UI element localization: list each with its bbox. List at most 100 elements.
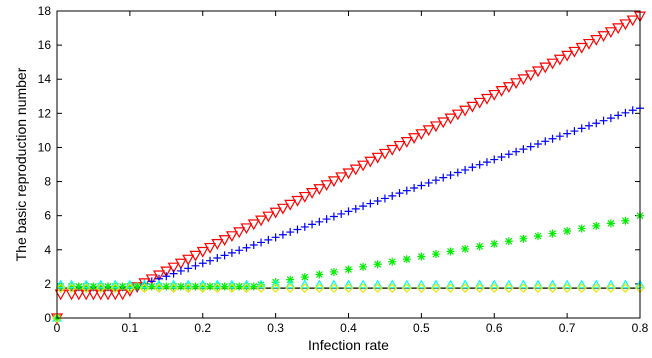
data-point xyxy=(300,222,309,231)
data-point xyxy=(343,283,354,294)
data-point xyxy=(591,283,602,294)
data-point xyxy=(417,252,426,261)
data-point xyxy=(402,255,411,264)
data-point xyxy=(532,279,544,289)
data-point xyxy=(410,184,419,193)
data-point xyxy=(271,278,280,287)
data-point xyxy=(96,282,105,291)
data-point xyxy=(620,283,631,294)
data-point xyxy=(497,152,506,161)
data-point xyxy=(256,283,266,294)
data-point xyxy=(621,216,630,225)
data-point xyxy=(626,15,639,27)
data-point xyxy=(510,78,523,90)
data-point xyxy=(56,282,65,291)
data-point xyxy=(430,279,441,289)
data-point xyxy=(489,283,500,294)
y-tick-label: 2 xyxy=(44,277,51,291)
data-point xyxy=(110,279,121,289)
data-point xyxy=(400,137,413,148)
data-point xyxy=(183,283,194,294)
data-point xyxy=(241,283,252,294)
data-point xyxy=(160,266,173,278)
data-point xyxy=(66,283,77,294)
data-point xyxy=(590,35,603,46)
series-4 xyxy=(51,279,646,322)
data-point xyxy=(291,195,304,207)
data-point xyxy=(174,258,187,270)
x-tick-label: 0.8 xyxy=(632,321,649,335)
data-point xyxy=(555,132,564,141)
data-point xyxy=(548,229,557,238)
data-point xyxy=(504,237,513,246)
data-point xyxy=(576,283,587,294)
x-tick-label: 0.7 xyxy=(559,321,576,335)
data-point xyxy=(198,282,207,291)
data-point xyxy=(257,238,266,247)
data-point xyxy=(388,191,397,200)
data-point xyxy=(247,219,260,231)
data-point xyxy=(218,235,231,246)
x-tick-label: 0 xyxy=(54,321,61,335)
data-point xyxy=(357,160,370,172)
data-point xyxy=(453,168,462,177)
data-point xyxy=(226,279,237,289)
data-point xyxy=(255,215,268,227)
data-point xyxy=(306,188,319,199)
data-point xyxy=(416,283,427,294)
data-point xyxy=(220,251,229,260)
data-point xyxy=(459,105,472,117)
x-tick-label: 0.2 xyxy=(194,321,211,335)
y-tick-label: 12 xyxy=(38,106,52,120)
data-point xyxy=(242,243,251,252)
data-point xyxy=(474,279,485,289)
data-point xyxy=(315,217,324,226)
data-point xyxy=(52,313,62,323)
data-point xyxy=(184,264,193,273)
data-point xyxy=(270,283,281,294)
data-point xyxy=(329,267,338,276)
data-point xyxy=(488,89,501,101)
data-point xyxy=(533,140,542,149)
data-point xyxy=(547,279,558,289)
data-point xyxy=(372,283,383,294)
data-point xyxy=(220,282,229,291)
y-tick-label: 8 xyxy=(44,175,51,189)
data-point xyxy=(592,221,601,230)
data-point xyxy=(562,283,572,294)
data-point xyxy=(612,23,625,35)
x-tick-label: 0.4 xyxy=(340,321,357,335)
y-tick-label: 4 xyxy=(44,243,51,257)
data-point xyxy=(533,283,543,294)
data-point xyxy=(517,74,530,86)
data-point xyxy=(395,189,404,198)
data-point xyxy=(460,283,470,294)
data-point xyxy=(322,215,331,224)
y-tick-label: 0 xyxy=(44,311,51,325)
series-3 xyxy=(53,211,644,322)
data-point xyxy=(372,279,383,289)
data-point xyxy=(570,127,579,136)
data-point xyxy=(299,283,310,294)
data-point xyxy=(605,279,616,289)
data-point xyxy=(546,58,559,70)
data-point xyxy=(212,279,223,289)
data-point xyxy=(153,270,166,282)
data-point xyxy=(482,158,491,167)
data-point xyxy=(503,283,514,294)
data-point xyxy=(503,279,514,289)
data-point xyxy=(314,283,325,294)
data-point xyxy=(474,283,485,294)
data-point xyxy=(526,142,535,151)
data-point xyxy=(299,279,310,289)
data-point xyxy=(460,279,471,289)
data-point xyxy=(393,140,406,152)
data-point xyxy=(387,283,398,294)
data-point xyxy=(584,121,593,130)
data-point xyxy=(313,184,326,195)
data-point xyxy=(167,262,180,274)
data-point xyxy=(344,265,353,274)
y-tick-label: 16 xyxy=(38,38,52,52)
data-point xyxy=(235,282,244,291)
